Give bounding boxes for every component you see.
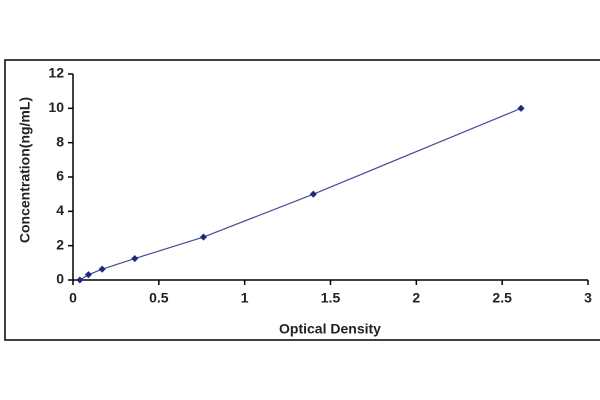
y-tick-label: 2 <box>56 236 64 252</box>
point <box>309 190 317 198</box>
point <box>98 265 106 273</box>
point <box>76 276 84 284</box>
y-tick-label: 6 <box>56 168 64 184</box>
y-tick-label: 10 <box>48 99 64 115</box>
point <box>131 255 139 263</box>
y-axis-label: Concentration(ng/mL) <box>17 97 33 243</box>
y-tick-label: 12 <box>48 65 64 81</box>
point <box>84 271 92 279</box>
x-tick-label: 3 <box>584 290 592 306</box>
point <box>517 104 525 112</box>
x-tick-label: 0 <box>69 290 77 306</box>
x-tick-label: 1 <box>241 290 249 306</box>
x-tick-label: 1.5 <box>321 290 341 306</box>
point <box>199 233 208 241</box>
x-axis-label: Optical Density <box>279 321 381 337</box>
frame <box>4 59 600 341</box>
x-tick-label: 2 <box>412 290 420 306</box>
y-tick-label: 4 <box>56 202 64 218</box>
y-tick-label: 0 <box>56 271 64 287</box>
x-tick-label: 0.5 <box>149 290 169 306</box>
curve <box>79 107 522 281</box>
x-tick-label: 2.5 <box>492 290 512 306</box>
y-tick-label: 8 <box>56 133 64 149</box>
